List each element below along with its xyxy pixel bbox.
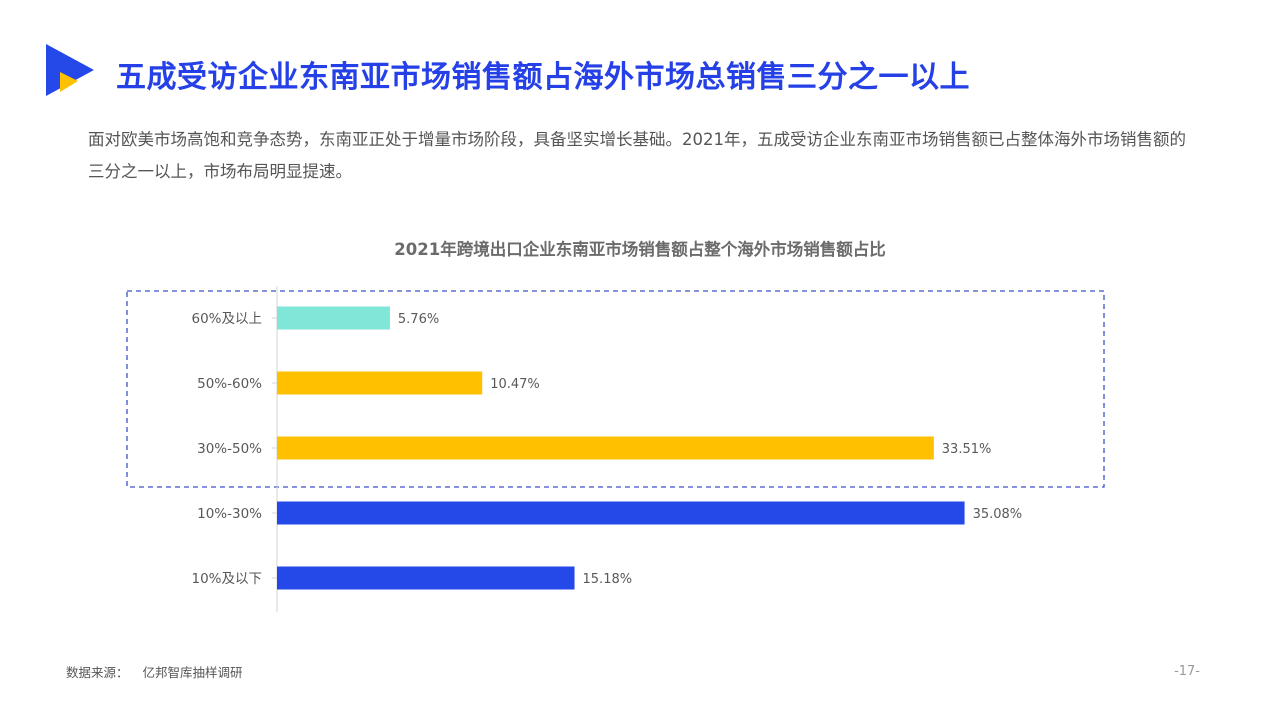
page-title: 五成受访企业东南亚市场销售额占海外市场总销售三分之一以上 — [116, 60, 970, 95]
bar — [277, 306, 390, 330]
category-label: 50%-60% — [197, 376, 262, 392]
source-value: 亿邦智库抽样调研 — [142, 665, 243, 680]
bar — [277, 436, 934, 460]
category-label: 30%-50% — [197, 441, 262, 457]
bar — [277, 501, 965, 525]
play-triangle-logo-icon — [46, 44, 94, 96]
highlight-box — [126, 290, 1105, 488]
value-label: 10.47% — [490, 377, 540, 392]
category-label: 60%及以上 — [191, 311, 262, 327]
value-label: 15.18% — [583, 572, 633, 587]
bar — [277, 566, 575, 590]
value-label: 33.51% — [942, 442, 992, 457]
intro-paragraph: 面对欧美市场高饱和竞争态势，东南亚正处于增量市场阶段，具备坚实增长基础。2021… — [88, 130, 1186, 181]
category-label: 10%及以下 — [191, 571, 262, 587]
value-label: 5.76% — [398, 312, 439, 327]
source-label: 数据来源： — [66, 665, 129, 680]
page-number: -17- — [1174, 664, 1200, 679]
bar — [277, 371, 483, 395]
category-label: 10%-30% — [197, 506, 262, 522]
value-label: 35.08% — [973, 507, 1023, 522]
bar-chart: 60%及以上 5.76% 50%-60% 10.47% 30%-50% 33.51% 10%… — [126, 286, 1105, 612]
chart-title: 2021年跨境出口企业东南亚市场销售额占整个海外市场销售额占比 — [394, 240, 886, 259]
data-source: 数据来源： 亿邦智库抽样调研 — [66, 662, 243, 681]
